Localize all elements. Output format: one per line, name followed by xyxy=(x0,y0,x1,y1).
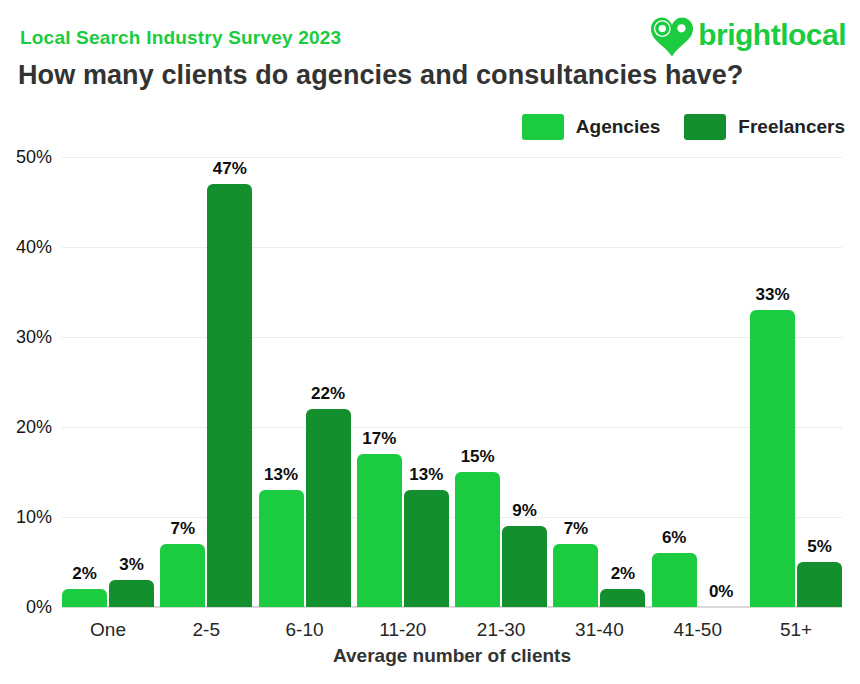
brightlocal-logo: brightlocal xyxy=(651,16,846,58)
bar-group-21-30: 15%9%21-30 xyxy=(455,157,547,607)
legend-item-agencies: Agencies xyxy=(522,114,660,140)
bar-group-31-40: 7%2%31-40 xyxy=(553,157,645,607)
bar-agencies-51+ xyxy=(750,310,795,607)
bar-value-freelancers-One: 3% xyxy=(109,555,154,575)
bar-value-freelancers-11-20: 13% xyxy=(404,465,449,485)
logo-text: brightlocal xyxy=(698,20,846,50)
category-label-41-50: 41-50 xyxy=(652,619,744,641)
bar-value-freelancers-41-50: 0% xyxy=(699,582,744,602)
bar-value-freelancers-51+: 5% xyxy=(797,537,842,557)
bar-agencies-21-30 xyxy=(455,472,500,607)
bar-freelancers-31-40 xyxy=(600,589,645,607)
pin-heart-icon xyxy=(651,16,693,58)
bar-freelancers-2-5 xyxy=(207,184,252,607)
bar-agencies-31-40 xyxy=(553,544,598,607)
y-tick-20%: 20% xyxy=(0,416,52,438)
bar-agencies-41-50 xyxy=(652,553,697,607)
bar-value-freelancers-31-40: 2% xyxy=(600,564,645,584)
y-tick-50%: 50% xyxy=(0,146,52,168)
legend-item-freelancers: Freelancers xyxy=(684,114,845,140)
bar-value-freelancers-21-30: 9% xyxy=(502,501,547,521)
legend-swatch-agencies xyxy=(522,114,564,140)
y-tick-0%: 0% xyxy=(0,596,52,618)
bar-agencies-One xyxy=(62,589,107,607)
category-label-51+: 51+ xyxy=(750,619,842,641)
category-label-One: One xyxy=(62,619,154,641)
bar-value-agencies-51+: 33% xyxy=(750,285,795,305)
bar-group-41-50: 6%0%41-50 xyxy=(652,157,744,607)
chart-legend: Agencies Freelancers xyxy=(522,114,845,140)
chart-title: How many clients do agencies and consult… xyxy=(18,60,743,91)
bar-group-One: 2%3%One xyxy=(62,157,154,607)
category-label-6-10: 6-10 xyxy=(259,619,351,641)
y-tick-40%: 40% xyxy=(0,236,52,258)
bar-value-agencies-One: 2% xyxy=(62,564,107,584)
bar-value-agencies-41-50: 6% xyxy=(652,528,697,548)
bar-freelancers-21-30 xyxy=(502,526,547,607)
bar-group-2-5: 7%47%2-5 xyxy=(160,157,252,607)
bar-freelancers-11-20 xyxy=(404,490,449,607)
bar-agencies-6-10 xyxy=(259,490,304,607)
y-tick-10%: 10% xyxy=(0,506,52,528)
bar-value-agencies-11-20: 17% xyxy=(357,429,402,449)
legend-label-agencies: Agencies xyxy=(576,116,660,138)
bar-value-agencies-2-5: 7% xyxy=(160,519,205,539)
bar-freelancers-51+ xyxy=(797,562,842,607)
bar-value-agencies-6-10: 13% xyxy=(259,465,304,485)
bar-group-51+: 33%5%51+ xyxy=(750,157,842,607)
bar-agencies-2-5 xyxy=(160,544,205,607)
bar-value-freelancers-6-10: 22% xyxy=(306,384,351,404)
category-label-31-40: 31-40 xyxy=(553,619,645,641)
category-label-11-20: 11-20 xyxy=(357,619,449,641)
grouped-bar-chart: 0%10%20%30%40%50%2%3%One7%47%2-513%22%6-… xyxy=(62,157,842,607)
legend-label-freelancers: Freelancers xyxy=(738,116,845,138)
category-label-21-30: 21-30 xyxy=(455,619,547,641)
bar-group-6-10: 13%22%6-10 xyxy=(259,157,351,607)
bar-group-11-20: 17%13%11-20 xyxy=(357,157,449,607)
bar-freelancers-One xyxy=(109,580,154,607)
infographic-page: Local Search Industry Survey 2023 bright… xyxy=(0,0,860,684)
bar-value-agencies-31-40: 7% xyxy=(553,519,598,539)
y-tick-30%: 30% xyxy=(0,326,52,348)
bar-value-freelancers-2-5: 47% xyxy=(207,159,252,179)
bar-value-agencies-21-30: 15% xyxy=(455,447,500,467)
x-axis-title: Average number of clients xyxy=(62,645,842,667)
bar-agencies-11-20 xyxy=(357,454,402,607)
survey-eyebrow: Local Search Industry Survey 2023 xyxy=(20,27,341,49)
bar-freelancers-6-10 xyxy=(306,409,351,607)
legend-swatch-freelancers xyxy=(684,114,726,140)
category-label-2-5: 2-5 xyxy=(160,619,252,641)
